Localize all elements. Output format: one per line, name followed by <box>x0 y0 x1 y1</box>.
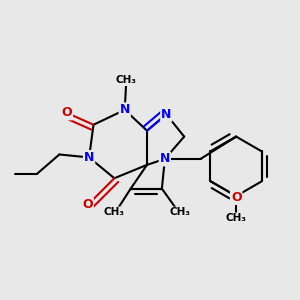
Text: CH₃: CH₃ <box>116 75 137 85</box>
Text: CH₃: CH₃ <box>169 207 190 218</box>
Text: N: N <box>84 151 94 164</box>
Text: N: N <box>160 152 170 165</box>
Text: O: O <box>231 191 242 204</box>
Text: N: N <box>161 108 172 121</box>
Text: O: O <box>82 199 93 212</box>
Text: O: O <box>61 106 72 119</box>
Text: N: N <box>119 103 130 116</box>
Text: CH₃: CH₃ <box>226 213 247 224</box>
Text: CH₃: CH₃ <box>104 207 125 218</box>
